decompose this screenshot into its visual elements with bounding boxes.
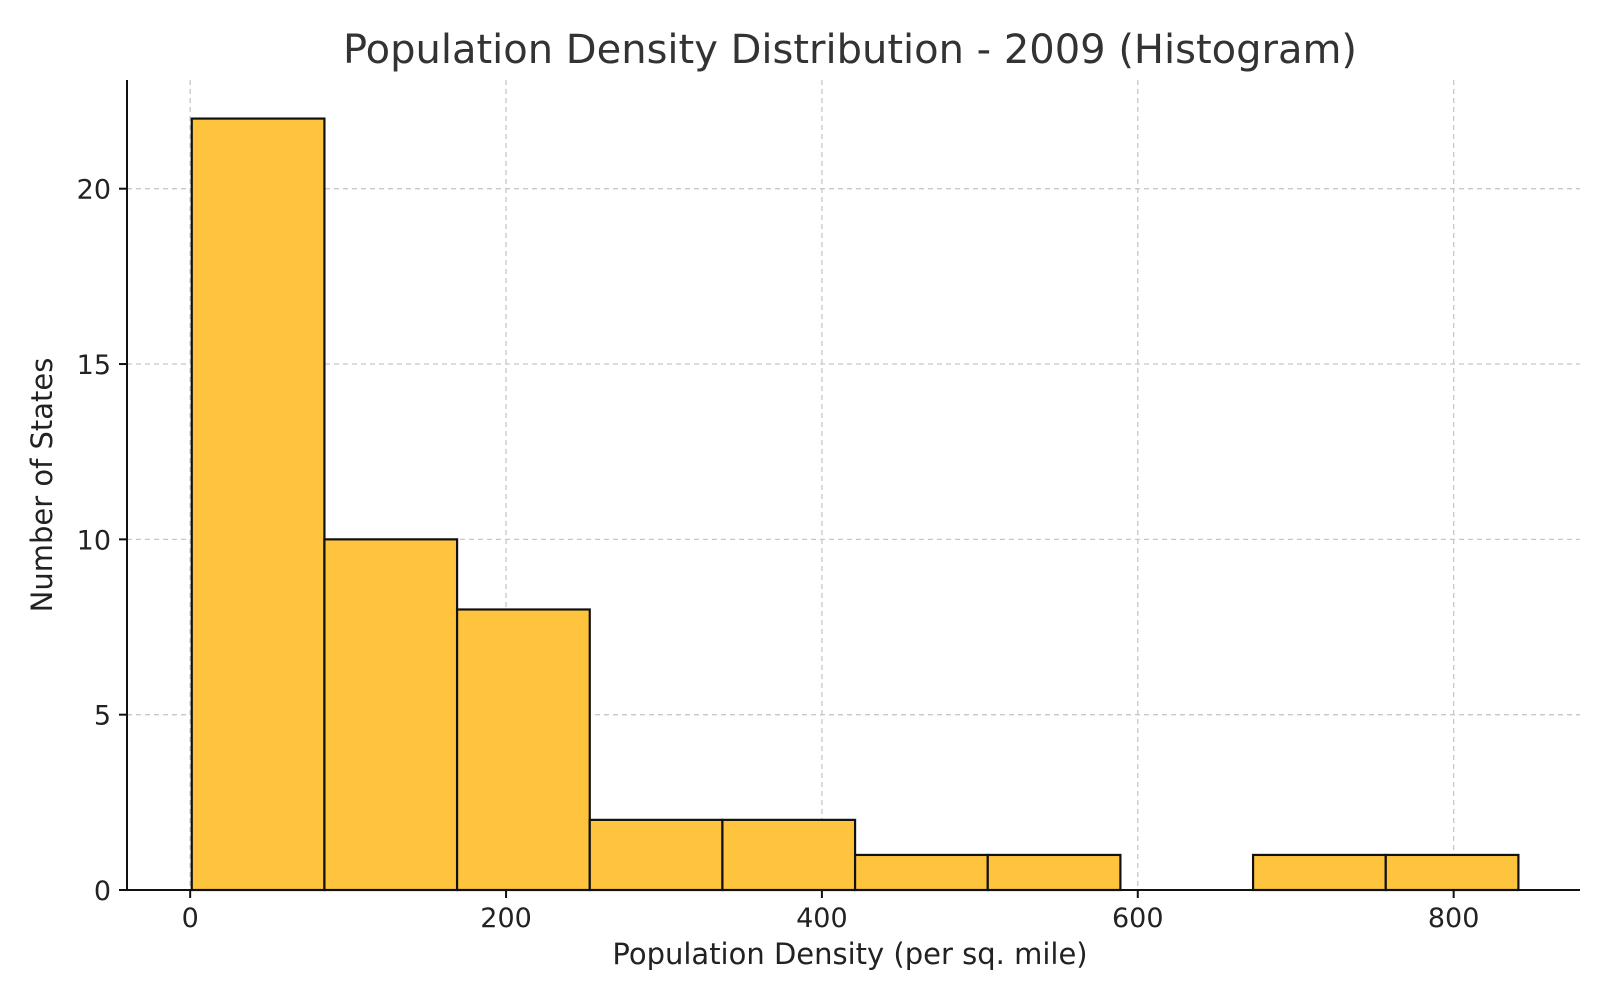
histogram-bar-4 — [721, 818, 857, 892]
y-tick-label-2: 10 — [77, 525, 111, 556]
axes-layer — [126, 80, 1580, 891]
histogram-bar-6 — [986, 853, 1122, 892]
histogram-bar-1 — [323, 538, 459, 892]
chart-title: Population Density Distribution - 2009 (… — [343, 27, 1357, 73]
x-tick-label-1: 200 — [480, 903, 532, 934]
histogram-bar-5 — [853, 853, 989, 892]
x-tick-label-3: 600 — [1112, 903, 1164, 934]
y-tick-label-1: 5 — [94, 701, 111, 732]
y-tick-label-0: 0 — [94, 876, 111, 907]
y-axis-label: Number of States — [25, 358, 59, 613]
x-tick-label-2: 400 — [796, 903, 848, 934]
x-axis-label: Population Density (per sq. mile) — [612, 937, 1087, 971]
histogram-bar-0 — [190, 117, 326, 892]
y-tick-label-4: 20 — [77, 175, 111, 206]
x-tick-label-0: 0 — [182, 903, 199, 934]
y-tick-label-3: 15 — [77, 350, 111, 381]
histogram-bar-8 — [1251, 853, 1387, 892]
histogram-bar-3 — [588, 818, 724, 892]
grid-layer — [127, 80, 1580, 890]
bars-layer — [190, 117, 1520, 892]
histogram-bar-2 — [455, 608, 591, 892]
x-tick-label-4: 800 — [1428, 903, 1480, 934]
ticks-layer: 0 200 400 600 800 0 5 10 15 20 — [77, 175, 1480, 934]
histogram-bar-9 — [1384, 853, 1520, 892]
